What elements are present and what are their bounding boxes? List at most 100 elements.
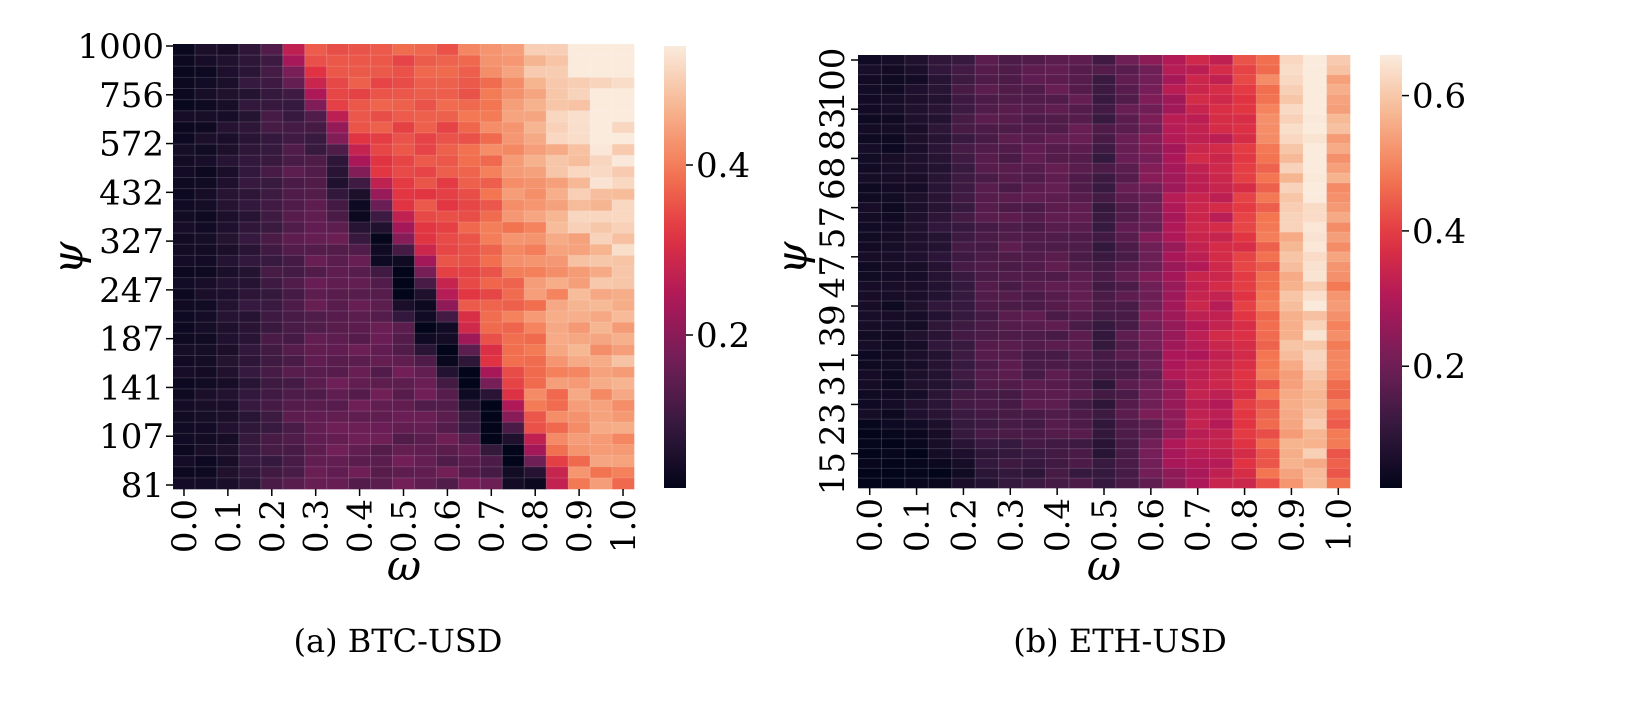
heatmap-cell <box>216 266 240 278</box>
heatmap-cell <box>173 121 196 134</box>
heatmap-cell <box>858 94 882 105</box>
heatmap-cell <box>546 355 569 367</box>
heatmap-cell <box>568 433 591 445</box>
heatmap-cell <box>458 110 481 123</box>
heatmap-cell <box>458 244 481 256</box>
heatmap-cell <box>881 379 906 390</box>
heatmap-cell <box>1068 389 1093 400</box>
heatmap-cell <box>326 377 349 390</box>
heatmap-cell <box>881 232 906 243</box>
heatmap-cell <box>590 411 613 423</box>
heatmap-cell <box>1303 241 1327 253</box>
heatmap-cell <box>951 74 976 85</box>
heatmap-cell <box>1209 64 1234 75</box>
heatmap-cell <box>304 444 327 456</box>
heatmap-cell <box>590 222 613 234</box>
heatmap-cell <box>1209 458 1234 469</box>
heatmap-cell <box>904 389 929 400</box>
heatmap-cell <box>414 333 437 345</box>
heatmap-cell <box>436 155 459 167</box>
heatmap-cell <box>1092 301 1117 312</box>
heatmap-cell <box>1022 458 1046 469</box>
heatmap-cell <box>546 166 569 178</box>
heatmap-cell <box>904 94 929 105</box>
heatmap-cell <box>1256 478 1281 489</box>
heatmap-cell <box>1092 379 1117 390</box>
heatmap-cell <box>1186 340 1210 351</box>
heatmap-cell <box>975 143 999 154</box>
heatmap-cell <box>1232 192 1257 203</box>
heatmap-cell <box>1022 448 1046 459</box>
heatmap-cell <box>524 133 547 145</box>
heatmap-cell <box>904 468 929 479</box>
heatmap-cell <box>951 84 976 95</box>
heatmap-cell <box>1303 74 1327 85</box>
heatmap-cell <box>238 166 262 178</box>
heatmap-cell <box>928 409 953 420</box>
heatmap-cell <box>1162 202 1187 213</box>
heatmap-cell <box>1256 74 1281 85</box>
heatmap-cell <box>568 444 591 456</box>
heatmap-cell <box>998 114 1023 125</box>
heatmap-cell <box>1162 94 1187 105</box>
heatmap-cell <box>480 288 503 301</box>
heatmap-cell <box>392 88 415 100</box>
heatmap-cell <box>1209 133 1234 144</box>
heatmap-cell <box>546 299 569 312</box>
caption-btc: (a) BTC-USD <box>294 622 503 660</box>
heatmap-cell <box>282 44 306 56</box>
heatmap-cell <box>502 255 525 267</box>
heatmap-cell <box>904 409 929 420</box>
heatmap-cell <box>1232 330 1257 341</box>
heatmap-cell <box>502 444 525 456</box>
heatmap-cell <box>216 166 240 178</box>
heatmap-cell <box>1092 64 1117 75</box>
heatmap-cell <box>1092 153 1117 164</box>
heatmap-cell <box>1303 123 1327 135</box>
heatmap-cell <box>928 350 953 361</box>
heatmap-cell <box>1115 114 1140 125</box>
heatmap-cell <box>173 344 196 356</box>
heatmap-cell <box>881 94 906 105</box>
heatmap-cell <box>260 455 284 468</box>
heatmap-cell <box>1115 360 1140 371</box>
heatmap-cell <box>568 377 591 390</box>
heatmap-cell <box>546 144 569 156</box>
heatmap-cell <box>260 422 284 434</box>
heatmap-cell <box>194 344 218 356</box>
heatmap-cell <box>590 288 613 301</box>
heatmap-cell <box>928 123 953 135</box>
heatmap-cell <box>260 199 284 212</box>
heatmap-cell <box>1256 94 1281 105</box>
heatmap-cell <box>436 400 459 412</box>
heatmap-cell <box>881 281 906 292</box>
heatmap-cell <box>975 330 999 341</box>
heatmap-cell <box>348 277 371 290</box>
y-tick-label: 39 <box>813 304 853 347</box>
heatmap-cell <box>951 163 976 174</box>
heatmap-cell <box>858 399 882 410</box>
heatmap-cell <box>1303 320 1327 331</box>
heatmap-cell <box>326 144 349 156</box>
heatmap-cell <box>238 455 262 468</box>
heatmap-cell <box>1162 261 1187 272</box>
heatmap-cell <box>194 366 218 379</box>
heatmap-cell <box>975 350 999 361</box>
heatmap-cell <box>216 411 240 423</box>
heatmap-cell <box>1115 310 1140 321</box>
heatmap-cell <box>348 411 371 423</box>
heatmap-cell <box>304 199 327 212</box>
heatmap-cell <box>304 288 327 301</box>
y-tick-label: 1000 <box>77 27 164 67</box>
heatmap-cell <box>502 44 525 56</box>
heatmap-cell <box>612 299 635 312</box>
heatmap-cell <box>282 88 306 100</box>
heatmap-cell <box>928 222 953 233</box>
heatmap-cell <box>1256 114 1281 125</box>
heatmap-cell <box>194 222 218 234</box>
heatmap-cell <box>1326 409 1351 420</box>
heatmap-cell <box>1279 428 1304 440</box>
heatmap-cell <box>546 433 569 445</box>
heatmap-cell <box>1139 369 1163 381</box>
